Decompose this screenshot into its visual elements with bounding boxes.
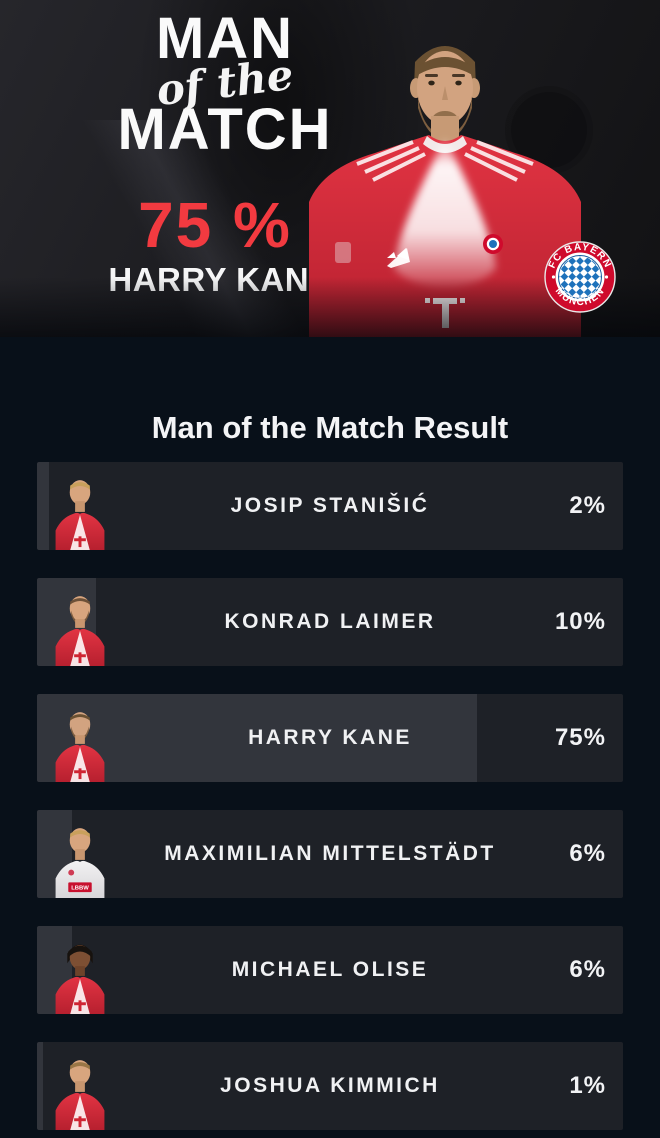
player-name: MAXIMILIAN MITTELSTÄDT (164, 842, 496, 865)
winner-percent: 75 % (138, 189, 292, 261)
player-name: JOSIP STANIŠIĆ (230, 494, 430, 517)
player-photo (55, 480, 105, 550)
vote-percent: 6% (569, 840, 606, 867)
result-row-kane: HARRY KANE 75% (37, 694, 623, 782)
result-row-kimmich: JOSHUA KIMMICH 1% (37, 1042, 623, 1130)
club-badge: FC BAYERN MÜNCHEN (544, 241, 616, 313)
svg-text:LBBW: LBBW (71, 886, 89, 892)
result-row-laimer: KONRAD LAIMER 10% (37, 578, 623, 666)
results-list: JOSIP STANIŠIĆ 2% KONRAD LAIMER 10% (37, 462, 623, 1130)
player-photo (55, 1060, 105, 1130)
result-row-stanisic: JOSIP STANIŠIĆ 2% (37, 462, 623, 550)
player-name: HARRY KANE (248, 726, 412, 749)
vote-bar (37, 1042, 43, 1130)
player-photo: LBBW (55, 828, 105, 898)
result-row-mittelstaedt: LBBW MAXIMILIAN MITTELSTÄDT 6% (37, 810, 623, 898)
league-patch (335, 242, 351, 263)
title-line-match: MATCH (117, 96, 333, 162)
vote-percent: 6% (569, 956, 606, 983)
vote-percent: 1% (569, 1072, 606, 1099)
adidas-logo (387, 248, 410, 268)
chest-crest (483, 234, 503, 254)
banner-title: MAN of the MATCH (105, 10, 345, 159)
player-name: KONRAD LAIMER (224, 610, 436, 633)
player-photo (55, 596, 105, 666)
vote-percent: 2% (569, 492, 606, 519)
player-name: JOSHUA KIMMICH (220, 1074, 440, 1097)
vote-percent: 10% (554, 608, 606, 635)
motm-banner: MAN of the MATCH 75 % HARRY KANE (0, 0, 660, 337)
vote-bar (37, 694, 477, 782)
player-photo (55, 712, 105, 782)
vote-bar (37, 462, 49, 550)
player-name: MICHAEL OLISE (231, 958, 429, 981)
result-row-olise: MICHAEL OLISE 6% (37, 926, 623, 1014)
player-photo (55, 944, 105, 1014)
title-line-man: MAN (155, 6, 295, 71)
results-heading: Man of the Match Result (151, 409, 509, 445)
vote-percent: 75% (554, 724, 606, 751)
